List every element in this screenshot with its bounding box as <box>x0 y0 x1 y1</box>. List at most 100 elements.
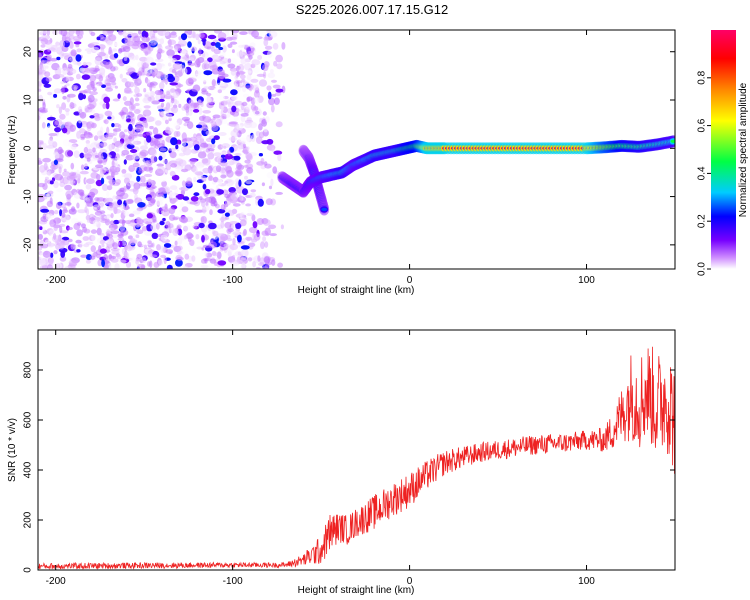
noise-speckle <box>254 110 260 115</box>
noise-speckle <box>236 51 244 58</box>
noise-speckle <box>264 227 271 236</box>
noise-speckle <box>151 232 159 239</box>
noise-speckle <box>217 50 221 54</box>
noise-speckle <box>73 35 82 42</box>
noise-speckle <box>168 207 176 215</box>
noise-speckle <box>64 108 70 113</box>
noise-speckle <box>240 262 246 269</box>
noise-speckle <box>234 152 242 157</box>
noise-speckle <box>233 155 241 161</box>
noise-speckle <box>245 180 253 185</box>
noise-speckle <box>228 187 236 193</box>
noise-speckle <box>68 174 78 180</box>
noise-speckle <box>152 33 156 38</box>
snr-panel: -200 -100 0 100 0 200 400 600 800 Height of str… <box>7 329 676 596</box>
noise-speckle <box>53 151 59 156</box>
noise-speckle <box>168 38 172 47</box>
noise-speckle <box>159 38 165 45</box>
noise-speckle <box>221 100 229 105</box>
noise-speckle <box>193 144 200 151</box>
noise-speckle <box>233 116 239 121</box>
noise-speckle <box>162 107 168 111</box>
noise-speckle <box>154 89 164 96</box>
noise-speckle <box>262 219 271 226</box>
noise-speckle <box>234 145 242 151</box>
noise-speckle <box>146 213 153 219</box>
noise-speckle <box>246 96 251 103</box>
noise-speckle <box>38 73 44 81</box>
noise-speckle <box>151 242 155 248</box>
noise-speckle <box>242 188 248 196</box>
noise-speckle <box>200 264 209 269</box>
noise-speckle <box>39 226 43 230</box>
noise-speckle <box>99 210 106 214</box>
noise-speckle <box>38 94 44 103</box>
noise-speckle <box>126 245 133 252</box>
noise-speckle <box>189 106 195 112</box>
noise-speckle <box>76 130 82 139</box>
noise-speckle <box>251 214 256 222</box>
colorbar: 0.0 0.2 0.4 0.6 0.8 Normalized spectral ampl… <box>697 30 749 276</box>
noise-speckle <box>164 45 174 50</box>
noise-speckle <box>260 241 265 250</box>
x-tick-label: -200 <box>46 275 66 286</box>
noise-speckle <box>216 178 223 186</box>
noise-speckle <box>107 144 116 151</box>
noise-speckle <box>185 233 194 239</box>
noise-speckle <box>211 121 217 128</box>
noise-speckle <box>56 188 63 193</box>
noise-speckle <box>224 199 232 206</box>
snr-frame <box>37 329 676 571</box>
noise-speckle <box>250 104 257 111</box>
noise-speckle <box>44 178 48 185</box>
noise-speckle <box>180 55 187 63</box>
noise-speckle <box>163 243 172 248</box>
noise-speckle <box>178 187 186 191</box>
noise-speckle <box>142 109 152 117</box>
noise-speckle <box>45 213 54 221</box>
noise-speckle <box>102 166 110 171</box>
noise-speckle <box>47 91 53 96</box>
noise-speckle <box>172 228 179 236</box>
noise-speckle <box>240 78 246 83</box>
noise-speckle <box>119 224 126 231</box>
noise-speckle <box>42 102 46 110</box>
noise-speckle <box>86 218 91 223</box>
noise-speckle <box>113 166 121 172</box>
noise-speckle <box>70 162 75 170</box>
colorbar-label: Normalized spectral amplitude <box>738 82 749 217</box>
noise-speckle <box>113 219 120 225</box>
snr-series-line <box>38 346 675 570</box>
noise-speckle <box>53 217 62 224</box>
noise-speckle <box>231 230 240 237</box>
noise-speckle <box>161 180 168 187</box>
noise-speckle <box>274 91 282 97</box>
noise-speckle <box>82 94 86 100</box>
noise-speckle <box>110 66 116 72</box>
noise-speckle <box>239 31 248 35</box>
noise-speckle <box>138 30 142 35</box>
noise-speckle <box>196 124 203 129</box>
noise-speckle <box>230 89 238 96</box>
noise-speckle <box>61 86 65 95</box>
noise-speckle <box>172 91 180 99</box>
noise-speckle <box>216 189 225 195</box>
noise-speckle <box>241 101 248 107</box>
noise-speckle <box>202 116 212 123</box>
noise-speckle <box>58 166 62 174</box>
noise-speckle <box>53 88 62 94</box>
noise-speckle <box>224 212 230 217</box>
noise-speckle <box>46 193 50 201</box>
noise-speckle <box>56 56 61 61</box>
noise-speckle <box>90 46 100 52</box>
noise-speckle <box>142 119 148 123</box>
noise-speckle <box>79 152 85 159</box>
noise-speckle <box>38 194 45 198</box>
noise-speckle <box>208 174 213 181</box>
noise-speckle <box>201 158 209 164</box>
noise-speckle <box>76 48 82 53</box>
noise-speckle <box>123 173 133 179</box>
noise-speckle <box>165 221 171 229</box>
noise-speckle <box>61 102 67 110</box>
noise-speckle <box>186 121 194 129</box>
